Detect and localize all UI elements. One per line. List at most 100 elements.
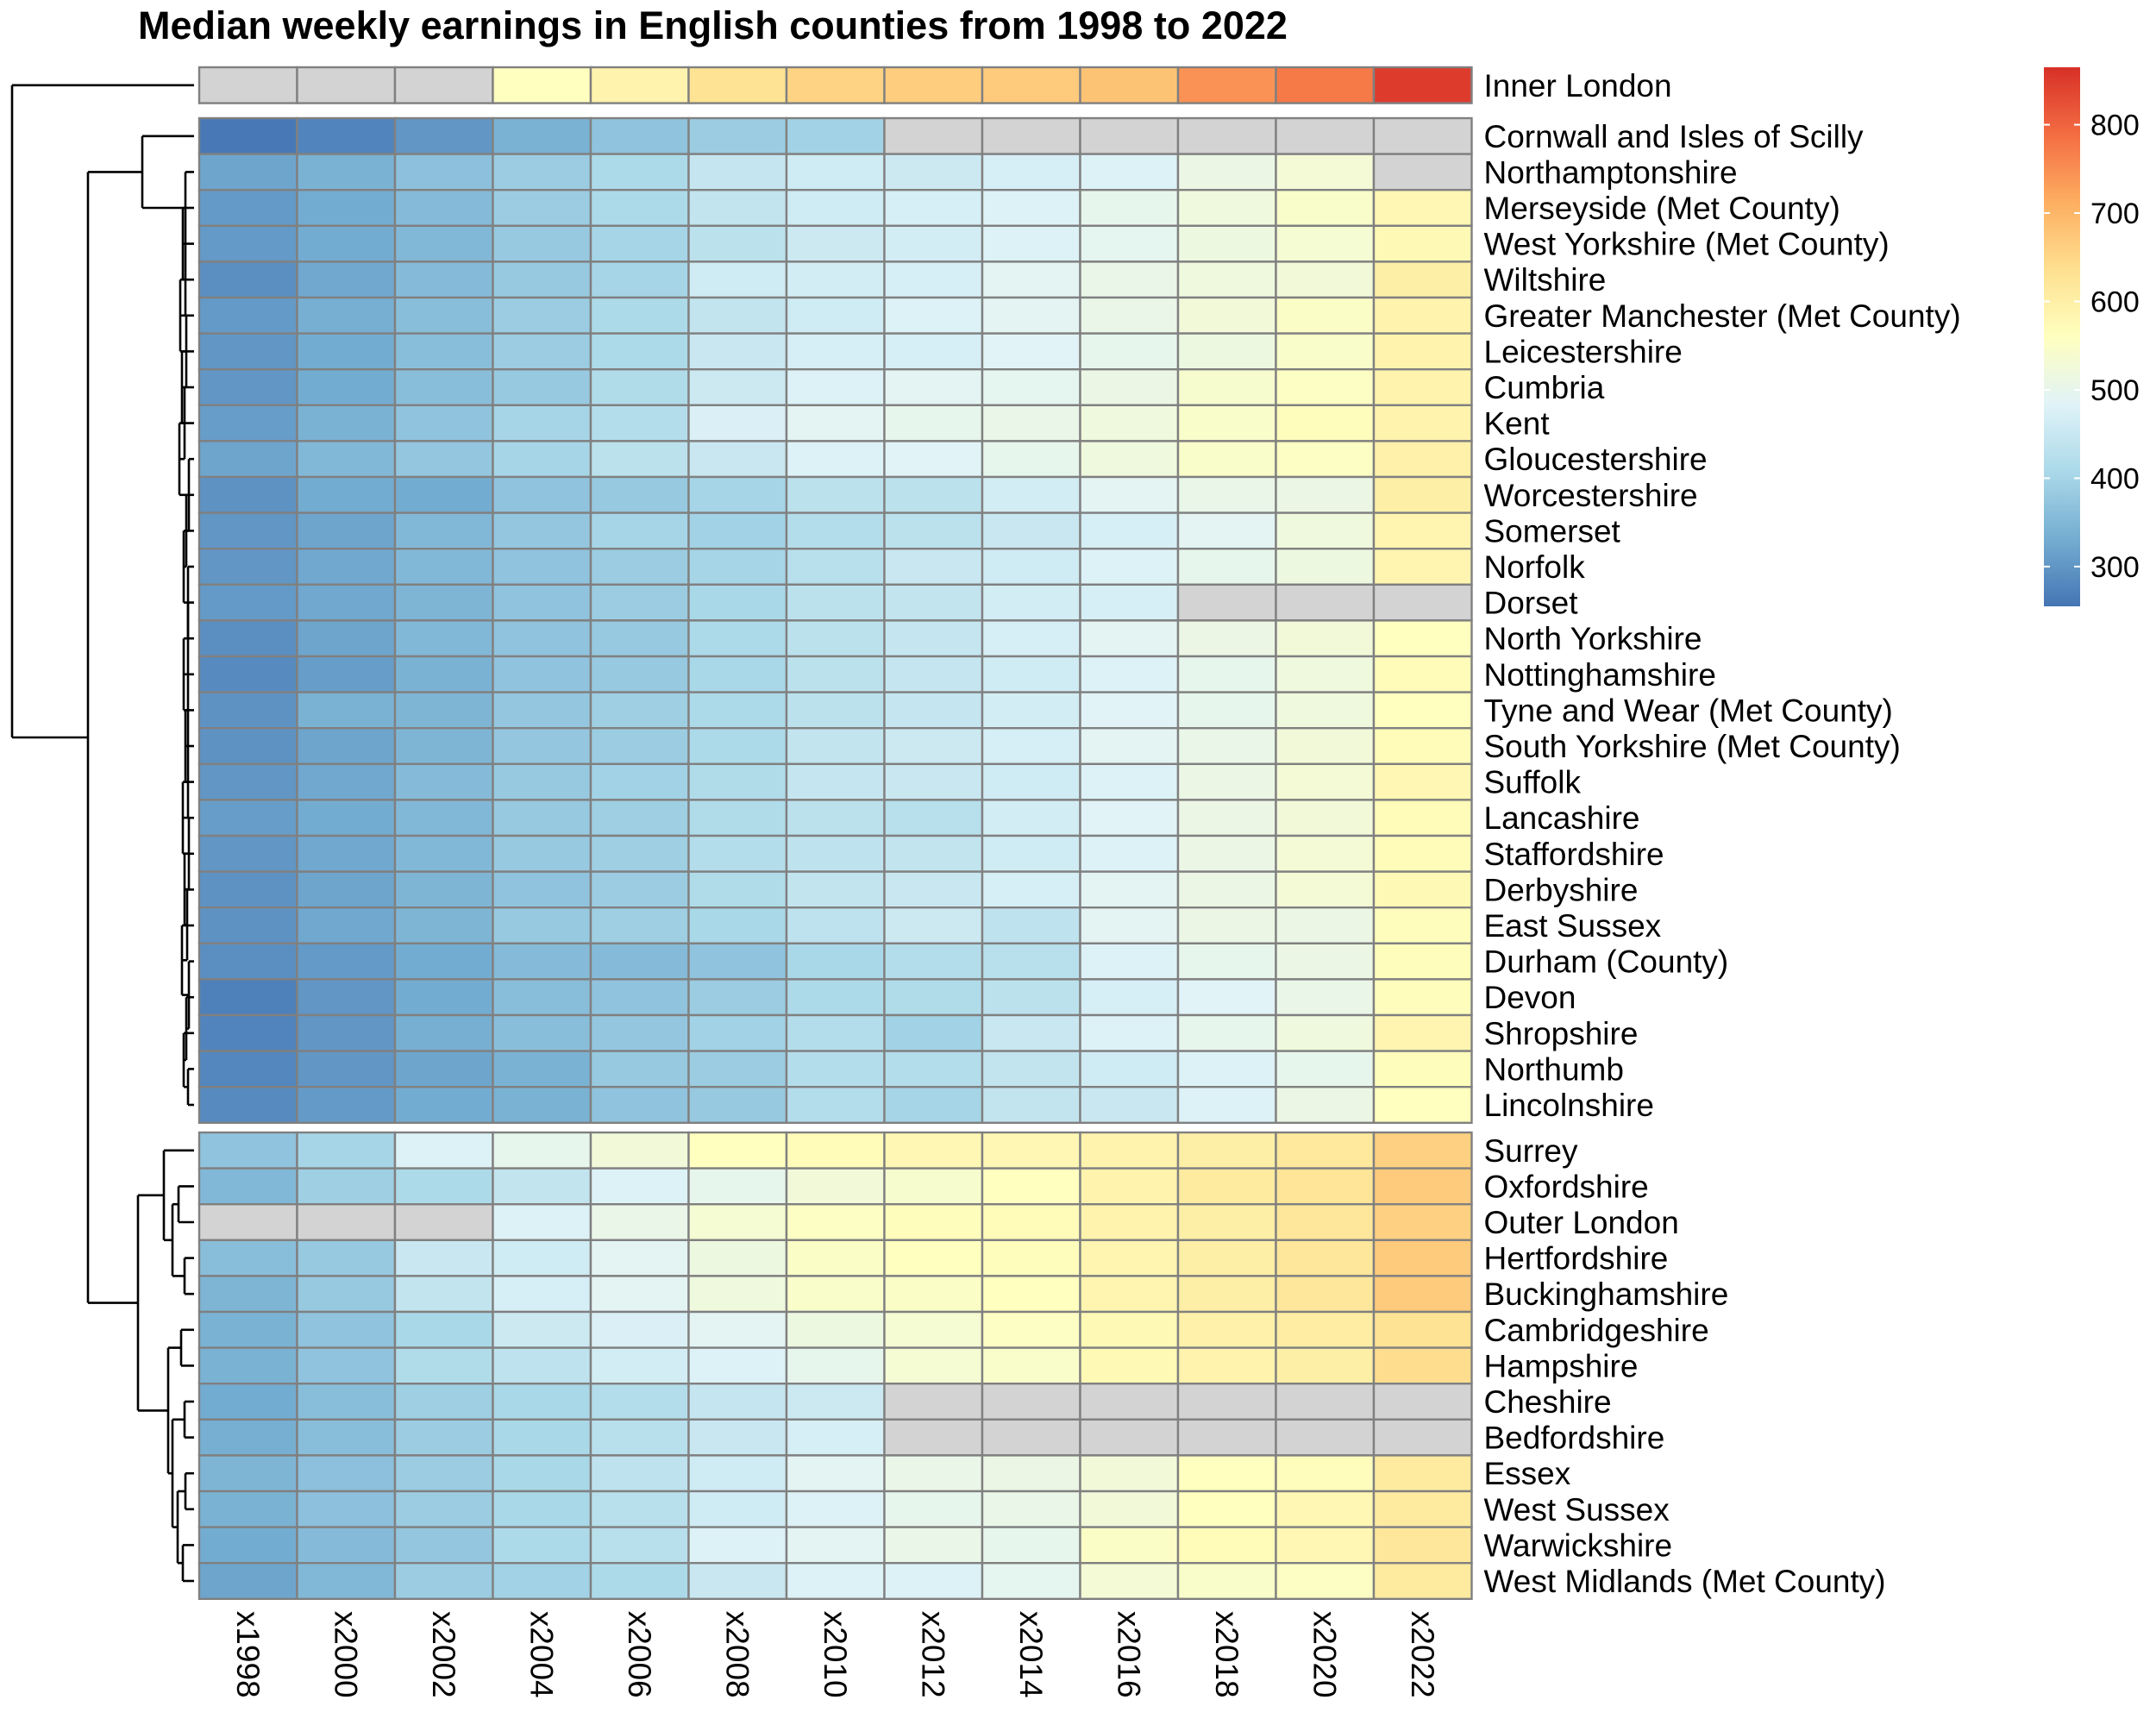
row-label: Merseyside (Met County) — [1484, 191, 1840, 226]
heatmap-cell — [492, 1526, 592, 1565]
heatmap-cell — [492, 1239, 592, 1277]
heatmap-cell — [589, 296, 690, 335]
heatmap-cell — [197, 978, 298, 1017]
heatmap-cell — [1079, 1454, 1180, 1493]
heatmap-cell — [1372, 1418, 1473, 1457]
heatmap-cell — [1372, 440, 1473, 479]
heatmap-cell — [197, 942, 298, 981]
row-label: Lancashire — [1484, 800, 1640, 836]
heatmap-cell — [589, 1561, 690, 1600]
heatmap-cell — [1176, 1050, 1277, 1088]
heatmap-cell — [1079, 1085, 1180, 1124]
column-label: x2012 — [915, 1611, 950, 1698]
heatmap-cell — [197, 583, 298, 622]
heatmap-cell — [883, 1561, 984, 1600]
heatmap-cell — [785, 1382, 886, 1421]
heatmap-cell — [981, 1346, 1081, 1385]
heatmap-cell — [687, 440, 788, 479]
heatmap-cell — [1275, 1275, 1376, 1314]
heatmap-cell — [1372, 475, 1473, 514]
heatmap-cell — [1275, 1085, 1376, 1124]
heatmap-cell — [1079, 942, 1180, 981]
heatmap-cell — [785, 440, 886, 479]
heatmap-cell — [589, 511, 690, 550]
heatmap-cell — [1275, 691, 1376, 730]
heatmap-cell — [687, 153, 788, 191]
heatmap-cell — [883, 1490, 984, 1528]
heatmap-cell — [197, 224, 298, 263]
heatmap-cell — [393, 1490, 494, 1528]
heatmap-cell — [785, 978, 886, 1017]
row-label: Shropshire — [1484, 1016, 1639, 1051]
heatmap-cell — [687, 404, 788, 442]
heatmap-cell — [197, 1346, 298, 1385]
heatmap-cell — [1176, 404, 1277, 442]
heatmap-cell — [687, 978, 788, 1017]
heatmap-cell — [1176, 583, 1277, 622]
row-label: Cheshire — [1484, 1384, 1612, 1420]
heatmap-cell — [883, 870, 984, 909]
heatmap-cell — [1176, 619, 1277, 658]
heatmap-cell — [1176, 332, 1277, 371]
heatmap-cell — [981, 1202, 1081, 1241]
heatmap-cell — [492, 66, 592, 104]
legend-tick-label: 800 — [2090, 110, 2140, 142]
heatmap-cell — [393, 1275, 494, 1314]
heatmap-cell — [785, 224, 886, 263]
heatmap-cell — [1372, 548, 1473, 586]
heatmap-cell — [1079, 1310, 1180, 1349]
heatmap-cell — [589, 1050, 690, 1088]
heatmap-cell — [197, 727, 298, 766]
heatmap-cell — [1079, 619, 1180, 658]
column-label: x2020 — [1307, 1611, 1342, 1698]
heatmap-cell — [1176, 978, 1277, 1017]
heatmap-cell — [296, 153, 397, 191]
heatmap-cell — [883, 1202, 984, 1241]
heatmap-cell — [687, 619, 788, 658]
row-label: West Sussex — [1484, 1492, 1670, 1527]
legend-tick-label: 600 — [2090, 286, 2140, 319]
heatmap-cell — [492, 619, 592, 658]
heatmap-cell — [981, 1239, 1081, 1277]
heatmap-cell — [785, 799, 886, 837]
heatmap-cell — [883, 1013, 984, 1052]
heatmap-cell — [492, 296, 592, 335]
heatmap-cell — [393, 260, 494, 299]
heatmap-cell — [1372, 870, 1473, 909]
heatmap-cell — [1372, 1167, 1473, 1206]
heatmap-cell — [1275, 583, 1376, 622]
heatmap-cell — [197, 799, 298, 837]
heatmap-cell — [1372, 583, 1473, 622]
heatmap-cell — [1372, 260, 1473, 299]
heatmap-cell — [981, 368, 1081, 407]
heatmap-cell — [589, 1382, 690, 1421]
heatmap-cell — [393, 1561, 494, 1600]
heatmap-cell — [981, 475, 1081, 514]
heatmap-cell — [1372, 978, 1473, 1017]
row-label: Durham (County) — [1484, 944, 1729, 980]
heatmap-cell — [1275, 1454, 1376, 1493]
heatmap-cell — [687, 1346, 788, 1385]
heatmap-cell — [981, 1050, 1081, 1088]
heatmap-cell — [883, 1085, 984, 1124]
heatmap-cell — [981, 799, 1081, 837]
heatmap-cell — [1372, 1050, 1473, 1088]
heatmap-cell — [492, 870, 592, 909]
heatmap-cell — [589, 116, 690, 155]
heatmap-cell — [883, 296, 984, 335]
heatmap-cell — [1079, 188, 1180, 227]
heatmap-cell — [589, 66, 690, 104]
heatmap-cell — [1372, 511, 1473, 550]
heatmap-cell — [393, 762, 494, 801]
heatmap-cell — [1372, 834, 1473, 873]
heatmap-cell — [883, 942, 984, 981]
heatmap-cell — [1079, 1526, 1180, 1565]
heatmap-cell — [296, 1202, 397, 1241]
heatmap-cell — [393, 511, 494, 550]
heatmap-cell — [1176, 1561, 1277, 1600]
heatmap-cell — [687, 116, 788, 155]
heatmap-cell — [1176, 1131, 1277, 1170]
row-label: Bedfordshire — [1484, 1421, 1665, 1456]
heatmap-cell — [981, 511, 1081, 550]
heatmap-cell — [1176, 511, 1277, 550]
